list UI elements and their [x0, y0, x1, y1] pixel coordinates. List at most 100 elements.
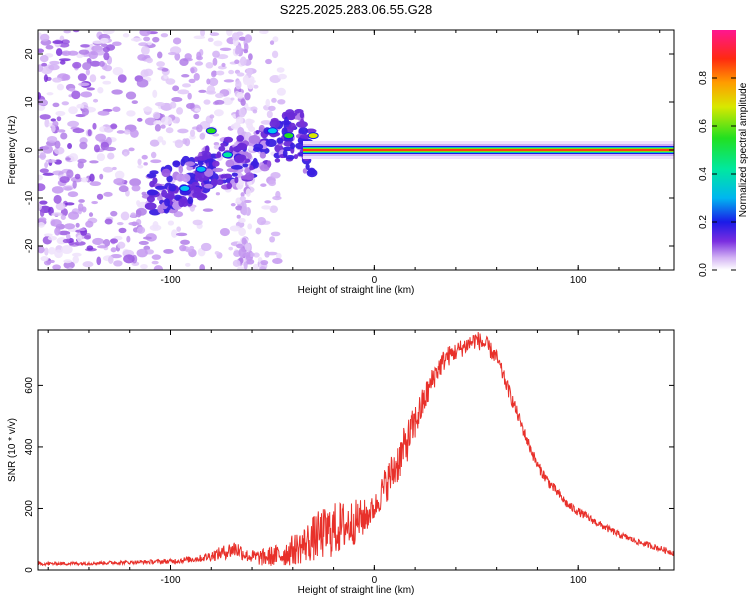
noise-blob	[276, 87, 286, 96]
signal-blob	[181, 173, 191, 183]
noise-blob	[85, 220, 94, 228]
y-tick-label: 10	[24, 96, 35, 108]
noise-blob	[40, 33, 50, 42]
signal-blob	[274, 158, 281, 163]
noise-blob	[110, 247, 117, 253]
noise-blob	[67, 120, 80, 127]
signal-blob	[155, 185, 166, 190]
noise-blob	[194, 61, 204, 66]
noise-blob	[51, 186, 64, 194]
noise-blob	[153, 120, 162, 126]
noise-blob	[100, 75, 106, 80]
snr-series-line	[38, 331, 674, 567]
noise-blob	[136, 226, 146, 234]
noise-blob	[212, 50, 220, 58]
noise-blob	[138, 240, 149, 246]
noise-blob	[143, 36, 151, 42]
noise-blob	[52, 77, 62, 83]
noise-blob	[89, 160, 99, 164]
noise-blob	[241, 206, 248, 216]
figure-title: S225.2025.283.06.55.G28	[280, 2, 433, 17]
noise-blob	[51, 125, 56, 133]
noise-blob	[118, 227, 127, 234]
noise-blob	[68, 106, 78, 115]
signal-blob	[172, 160, 181, 168]
noise-blob	[256, 217, 267, 226]
noise-blob	[209, 114, 215, 119]
signal-blob	[178, 198, 185, 208]
x-tick-label: 0	[372, 575, 378, 586]
noise-blob	[77, 161, 84, 169]
noise-blob	[96, 193, 104, 200]
y-tick-label: 600	[24, 377, 35, 394]
signal-blob	[193, 186, 201, 195]
noise-blob	[161, 67, 169, 72]
noise-blob	[152, 36, 160, 43]
noise-blob	[244, 92, 251, 101]
signal-blob	[252, 157, 258, 167]
noise-blob	[236, 72, 245, 77]
noise-blob	[53, 194, 62, 204]
noise-blob	[102, 30, 115, 35]
noise-blob	[228, 246, 234, 251]
noise-blob	[154, 101, 165, 107]
noise-blob	[221, 62, 226, 67]
noise-blob	[269, 236, 276, 243]
noise-blob	[45, 159, 57, 163]
noise-blob	[117, 74, 127, 83]
noise-blob	[59, 60, 66, 65]
noise-blob	[112, 106, 121, 112]
noise-blob	[245, 188, 251, 197]
x-tick-label: 100	[570, 275, 587, 286]
noise-blob	[236, 265, 245, 270]
noise-blob	[68, 211, 80, 220]
noise-blob	[97, 245, 108, 249]
signal-blob	[265, 138, 277, 148]
signal-blob	[266, 160, 272, 168]
noise-blob	[215, 70, 225, 76]
noise-blob	[76, 103, 85, 109]
signal-blob	[240, 175, 252, 180]
noise-blob	[226, 30, 233, 37]
noise-blob	[181, 74, 190, 78]
noise-blob	[153, 265, 164, 270]
noise-blob	[249, 252, 255, 258]
noise-blob	[199, 264, 206, 270]
noise-blob	[116, 130, 125, 134]
noise-blob	[130, 37, 143, 42]
noise-blob	[176, 226, 182, 232]
noise-blob	[62, 74, 71, 81]
noise-blob	[93, 144, 101, 153]
noise-blob	[82, 261, 94, 268]
noise-blob	[123, 129, 131, 135]
signal-peak	[222, 151, 234, 159]
noise-blob	[172, 85, 180, 92]
noise-blob	[167, 51, 177, 56]
noise-blob	[248, 126, 256, 132]
noise-blob	[234, 59, 240, 65]
noise-blob	[266, 110, 273, 119]
noise-blob	[97, 86, 104, 94]
noise-blob	[244, 243, 251, 252]
noise-blob	[235, 44, 242, 54]
noise-blob	[193, 35, 206, 40]
noise-blob	[80, 44, 90, 48]
signal-peak	[283, 132, 295, 140]
noise-blob	[235, 116, 244, 125]
noise-blob	[264, 200, 272, 204]
noise-blob	[64, 202, 75, 206]
noise-blob	[83, 235, 91, 240]
noise-blob	[177, 128, 189, 134]
snr-ylabel: SNR (10 * v/v)	[7, 418, 18, 482]
noise-blob	[150, 159, 162, 164]
noise-blob	[160, 124, 166, 129]
noise-blob	[38, 92, 42, 100]
snr-frame	[37, 329, 675, 571]
signal-blob	[220, 142, 227, 147]
noise-blob	[39, 200, 48, 205]
noise-blob	[55, 48, 63, 57]
signal-blob	[293, 154, 299, 160]
noise-blob	[246, 80, 255, 90]
signal-peak	[205, 127, 217, 135]
noise-blob	[255, 227, 262, 235]
